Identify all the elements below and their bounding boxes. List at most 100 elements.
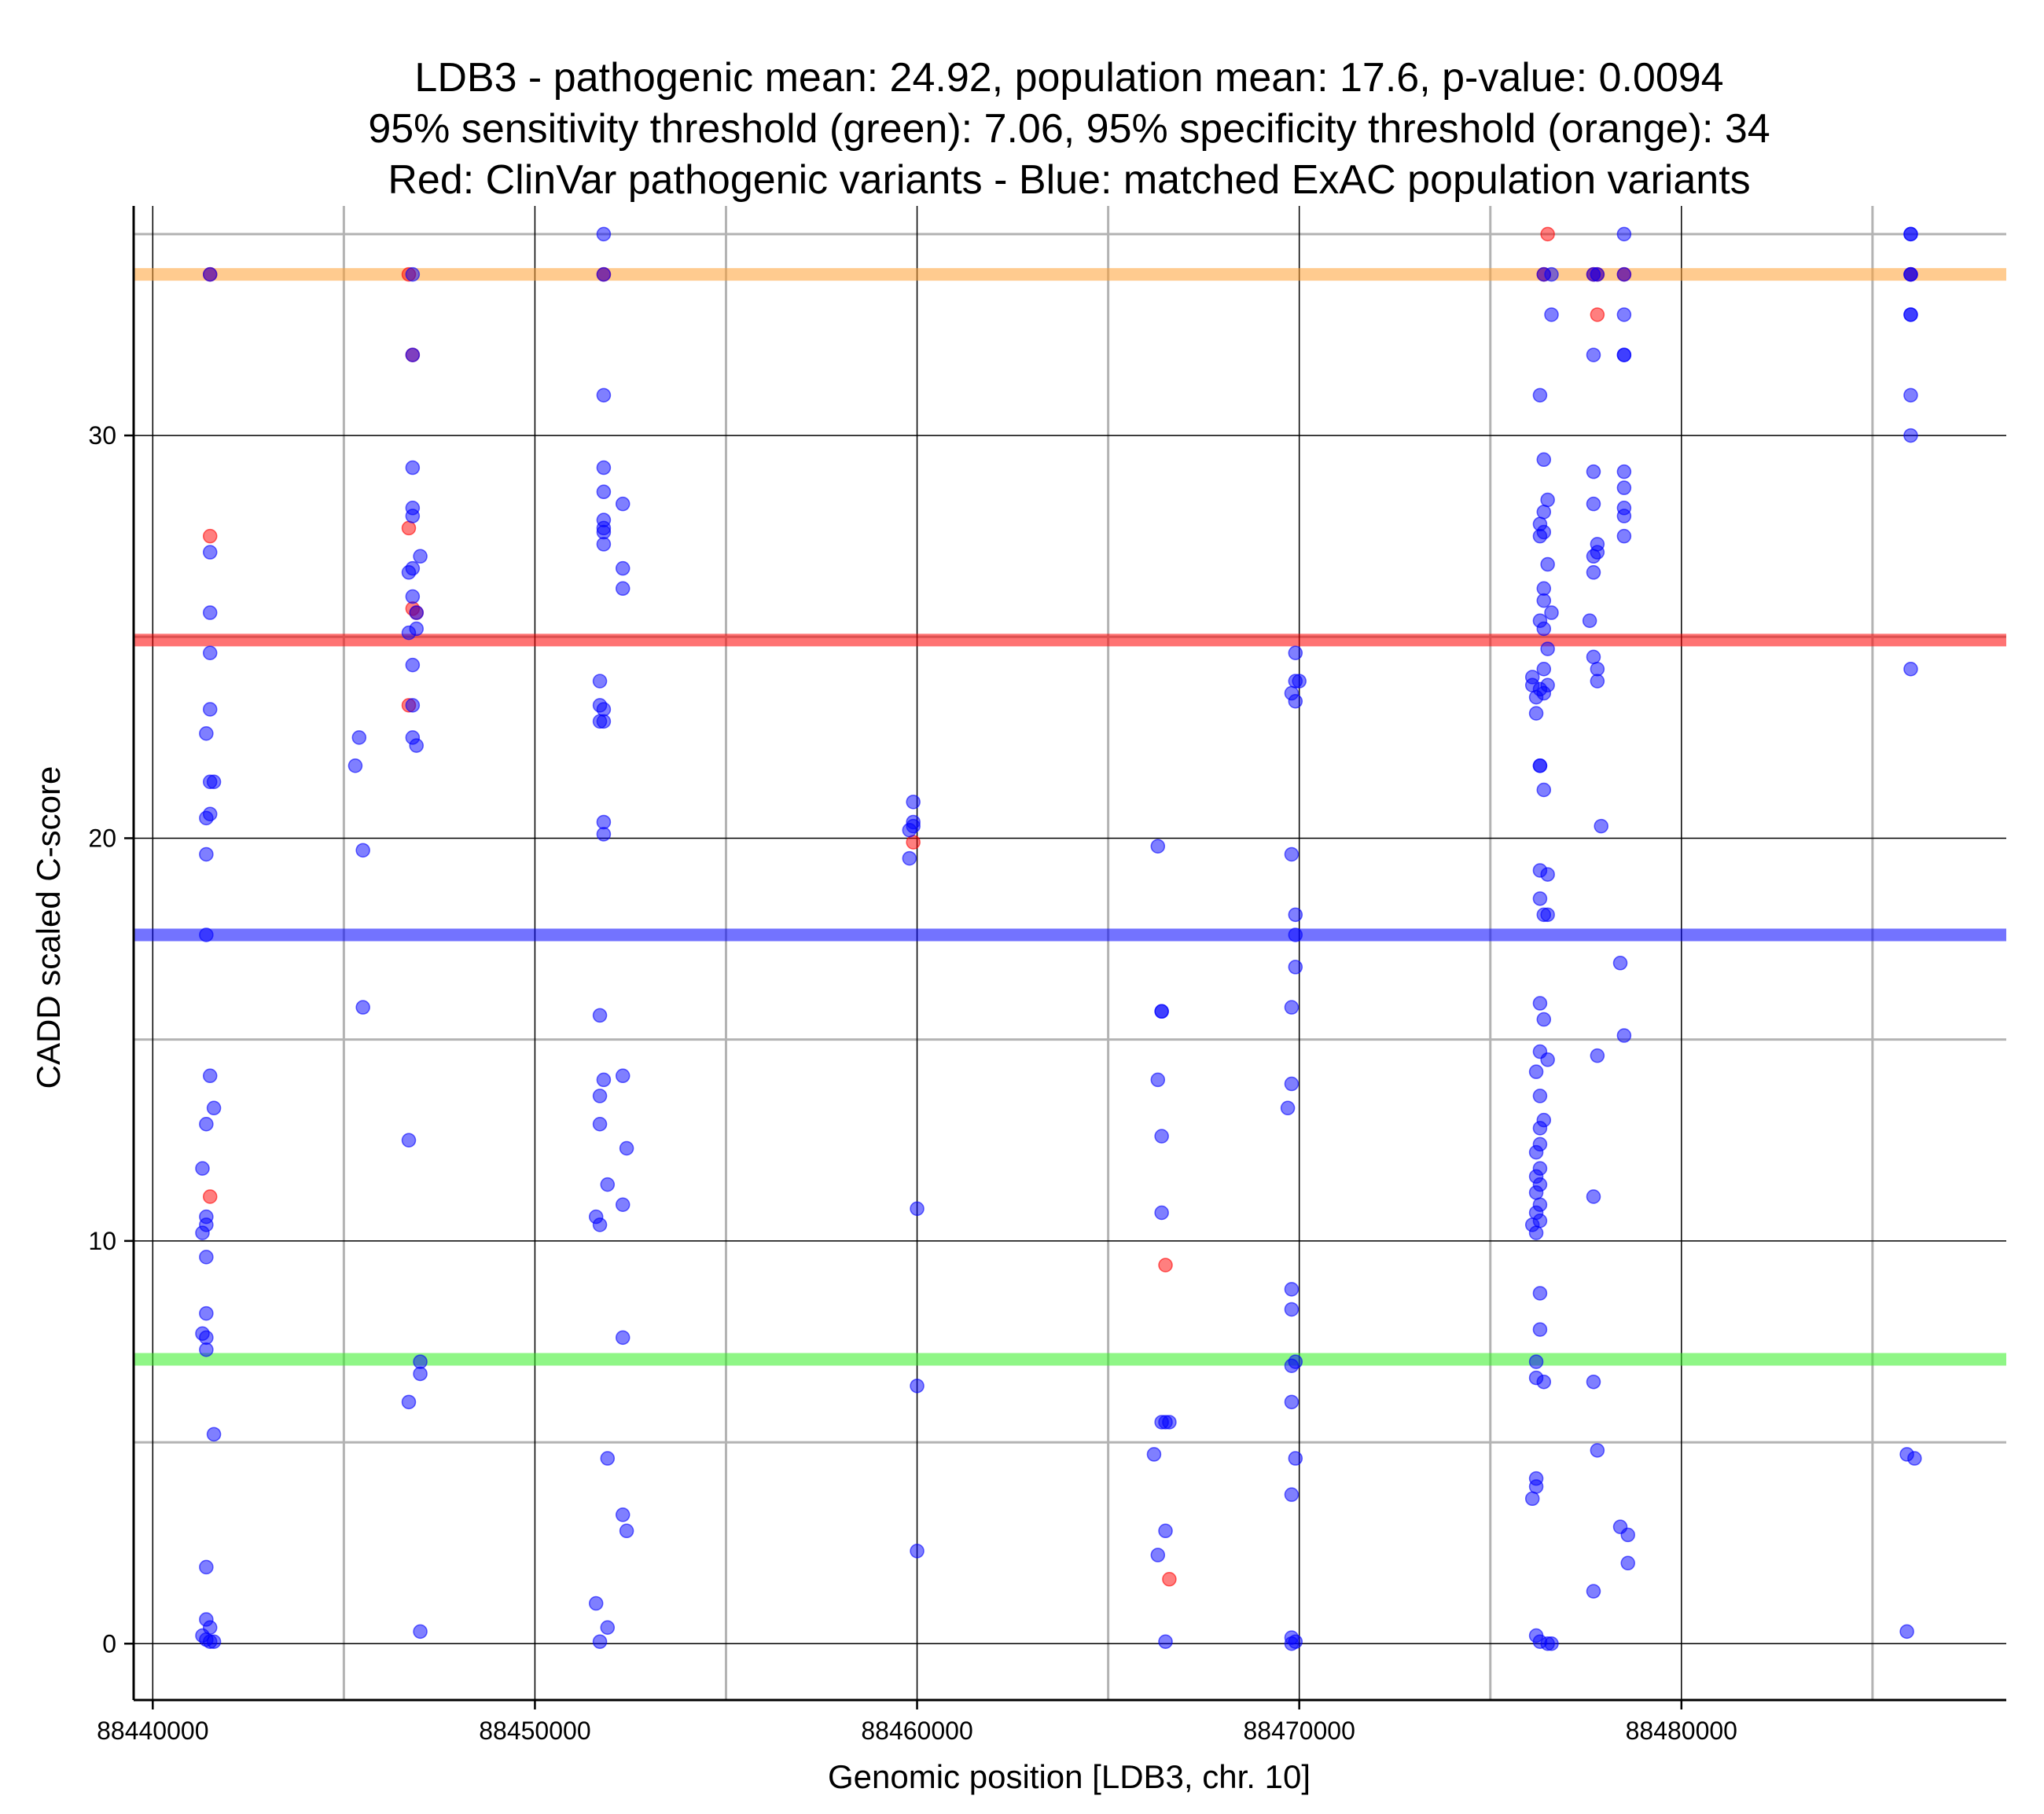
population-point xyxy=(206,1427,222,1442)
population-point xyxy=(1540,641,1555,656)
population-point xyxy=(1586,549,1601,564)
chart-title: LDB3 - pathogenic mean: 24.92, populatio… xyxy=(368,55,1770,203)
population-point xyxy=(615,1507,630,1522)
population-point xyxy=(405,698,421,713)
population-point xyxy=(199,1559,214,1575)
population-point xyxy=(1150,839,1166,854)
title-line-1: LDB3 - pathogenic mean: 24.92, populatio… xyxy=(414,55,1723,101)
population-point xyxy=(1586,649,1601,665)
x-tick-label: 88440000 xyxy=(97,1717,208,1745)
population-point xyxy=(1532,1286,1548,1301)
pathogenic-point xyxy=(1540,226,1555,242)
population-point xyxy=(600,1620,616,1636)
population-point xyxy=(355,1000,370,1015)
population-point xyxy=(202,1068,218,1084)
population-point xyxy=(405,266,421,282)
population-point xyxy=(615,1330,630,1346)
population-point xyxy=(1544,605,1559,620)
population-point xyxy=(1284,1000,1300,1015)
population-point xyxy=(1586,496,1601,512)
population-point xyxy=(1284,846,1300,862)
population-point xyxy=(1536,452,1552,468)
population-point xyxy=(1284,1076,1300,1092)
population-point xyxy=(1284,1282,1300,1297)
population-point xyxy=(199,1117,214,1132)
population-point xyxy=(1536,662,1552,677)
population-point xyxy=(206,1634,222,1649)
population-point xyxy=(1616,480,1632,495)
population-point xyxy=(1620,1555,1635,1571)
population-point xyxy=(405,657,421,673)
population-point xyxy=(1528,1225,1544,1240)
population-point xyxy=(600,1177,616,1192)
population-point xyxy=(1528,1354,1544,1369)
population-point xyxy=(1586,1374,1601,1390)
population-point xyxy=(405,509,421,523)
population-point xyxy=(401,1133,417,1148)
population-point xyxy=(1616,509,1632,523)
population-point xyxy=(1524,1491,1540,1507)
population-point xyxy=(1154,1205,1169,1221)
population-point xyxy=(1288,927,1303,942)
population-point xyxy=(1528,1064,1544,1079)
population-point xyxy=(1590,662,1605,677)
population-point xyxy=(1528,706,1544,721)
population-point xyxy=(401,1394,417,1410)
data-points xyxy=(195,226,1922,1651)
population-point xyxy=(1586,347,1601,362)
y-tick-label: 30 xyxy=(88,421,116,450)
x-tick-label: 88470000 xyxy=(1243,1717,1355,1745)
axes xyxy=(124,206,2006,1709)
y-tick-label: 10 xyxy=(88,1227,116,1255)
population-point xyxy=(199,846,214,862)
population-point xyxy=(1532,996,1548,1011)
pathogenic-point xyxy=(1158,1258,1173,1272)
population-point xyxy=(1536,1374,1552,1390)
population-point xyxy=(206,1100,222,1116)
population-point xyxy=(199,927,214,942)
population-point xyxy=(1586,464,1601,479)
population-point xyxy=(206,774,222,789)
pathogenic-point xyxy=(1162,1572,1177,1587)
population-point xyxy=(199,1342,214,1357)
population-point xyxy=(910,1201,925,1217)
population-point xyxy=(1532,891,1548,906)
population-point xyxy=(1594,818,1608,834)
population-point xyxy=(588,1596,604,1611)
population-point xyxy=(1284,1302,1300,1317)
population-point xyxy=(1899,1624,1914,1640)
population-point xyxy=(1540,556,1555,572)
population-point xyxy=(413,1366,428,1382)
population-point xyxy=(1284,1358,1300,1373)
population-point xyxy=(910,1544,925,1559)
population-point xyxy=(1154,1004,1169,1019)
population-point xyxy=(1158,1523,1173,1539)
population-point xyxy=(1532,387,1548,403)
title-line-2: 95% sensitivity threshold (green): 7.06,… xyxy=(368,106,1770,152)
population-point xyxy=(1532,528,1548,544)
population-point xyxy=(615,496,630,512)
population-point xyxy=(592,1089,608,1103)
population-point xyxy=(592,674,608,689)
population-point xyxy=(596,484,612,500)
x-tick-label: 88480000 xyxy=(1626,1717,1737,1745)
population-point xyxy=(1288,645,1303,661)
population-point xyxy=(592,1117,608,1132)
population-point xyxy=(1150,1072,1166,1088)
population-point xyxy=(1616,1028,1632,1043)
population-point xyxy=(195,1161,210,1176)
population-point xyxy=(1540,867,1555,882)
population-point xyxy=(413,1624,428,1640)
population-point xyxy=(1544,307,1559,322)
population-point xyxy=(1536,593,1552,608)
population-point xyxy=(1616,464,1632,479)
population-point xyxy=(596,537,612,552)
population-point xyxy=(592,1634,608,1649)
population-point xyxy=(1288,1451,1303,1466)
population-point xyxy=(1288,694,1303,709)
population-point xyxy=(1590,1443,1605,1458)
population-point xyxy=(596,827,612,842)
tick-labels: 88440000 88450000 88460000 88470000 88480000… xyxy=(88,421,1737,1745)
population-point xyxy=(619,1140,634,1156)
population-point xyxy=(596,520,612,536)
